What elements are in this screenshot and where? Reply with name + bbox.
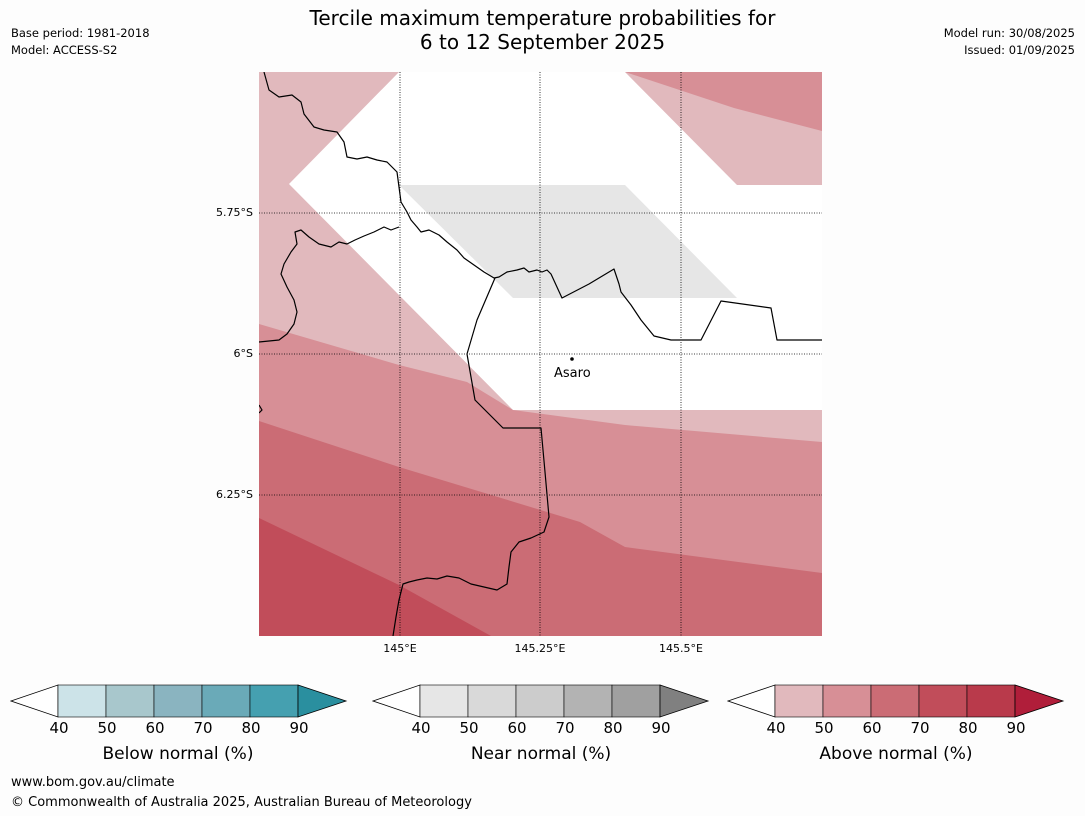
near-normal-colorbar — [372, 684, 710, 718]
above-normal-label: Above normal (%) — [819, 744, 973, 764]
near-tick-60: 60 — [507, 719, 527, 737]
below-tick-40: 40 — [49, 719, 69, 737]
near-tick-80: 80 — [603, 719, 623, 737]
near-colorbar-segment — [611, 684, 661, 718]
above-tick-40: 40 — [766, 719, 786, 737]
above-normal-50-60-region-ne — [625, 72, 822, 131]
near-colorbar-segment — [515, 684, 565, 718]
below-colorbar-segment — [57, 684, 107, 718]
above-normal-colorbar-segments — [727, 684, 1065, 718]
boundary-south — [392, 277, 550, 636]
longitude-label-2: 145.25°E — [514, 642, 566, 655]
footer-url: www.bom.gov.au/climate — [11, 775, 175, 790]
above-normal-70-80-region — [259, 518, 491, 636]
issued-date: Issued: 01/09/2025 — [964, 43, 1075, 57]
province-boundaries — [259, 72, 822, 636]
near-colorbar-segment — [467, 684, 517, 718]
map-gridlines — [259, 72, 822, 636]
longitude-label-3: 145.5°E — [659, 642, 703, 655]
base-period: Base period: 1981-2018 — [11, 26, 150, 40]
below-tick-90: 90 — [289, 719, 309, 737]
below-normal-label: Below normal (%) — [102, 744, 254, 764]
above-colorbar-segment — [966, 684, 1016, 718]
model-run: Model run: 30/08/2025 — [943, 26, 1075, 40]
below-tick-60: 60 — [145, 719, 165, 737]
below-colorbar-segment — [105, 684, 155, 718]
boundary-north — [263, 72, 822, 341]
below-normal-colorbar-segments — [10, 684, 348, 718]
near-tick-70: 70 — [555, 719, 575, 737]
above-colorbar-segment — [774, 684, 824, 718]
above-tick-80: 80 — [958, 719, 978, 737]
above-tick-60: 60 — [862, 719, 882, 737]
near-colorbar-lower-extension — [372, 684, 421, 718]
near-normal-label: Near normal (%) — [470, 744, 612, 764]
longitude-label-1: 145°E — [383, 642, 417, 655]
above-tick-90: 90 — [1006, 719, 1026, 737]
near-tick-40: 40 — [411, 719, 431, 737]
below-colorbar-segment — [153, 684, 203, 718]
forecast-map: Asaro — [259, 72, 822, 636]
boundary-edge — [259, 404, 263, 414]
latitude-label-3: 6.25°S — [216, 488, 253, 501]
asaro-label: Asaro — [554, 366, 591, 381]
below-tick-50: 50 — [97, 719, 117, 737]
metadata-left: Base period: 1981-2018 Model: ACCESS-S2 — [11, 25, 150, 59]
latitude-label-1: 5.75°S — [216, 206, 253, 219]
below-colorbar-upper-extension — [297, 684, 348, 718]
asaro-location-marker — [570, 357, 574, 361]
above-normal-colorbar — [727, 684, 1065, 718]
above-colorbar-upper-extension — [1014, 684, 1065, 718]
near-normal-colorbar-segments — [372, 684, 710, 718]
near-colorbar-segment — [419, 684, 469, 718]
below-normal-colorbar — [10, 684, 348, 718]
below-tick-70: 70 — [193, 719, 213, 737]
above-colorbar-lower-extension — [727, 684, 776, 718]
near-colorbar-upper-extension — [659, 684, 710, 718]
above-tick-50: 50 — [814, 719, 834, 737]
above-tick-70: 70 — [910, 719, 930, 737]
model-name: Model: ACCESS-S2 — [11, 43, 118, 57]
below-tick-80: 80 — [241, 719, 261, 737]
footer-copyright: © Commonwealth of Australia 2025, Austra… — [11, 795, 472, 810]
boundary-west — [259, 226, 400, 343]
title-line-2: 6 to 12 September 2025 — [419, 30, 666, 54]
near-tick-90: 90 — [651, 719, 671, 737]
metadata-right: Model run: 30/08/2025 Issued: 01/09/2025 — [944, 25, 1075, 59]
above-colorbar-segment — [918, 684, 968, 718]
near-colorbar-segment — [563, 684, 613, 718]
below-colorbar-segment — [201, 684, 251, 718]
above-colorbar-segment — [822, 684, 872, 718]
title-line-1: Tercile maximum temperature probabilitie… — [309, 6, 776, 30]
chart-title: Tercile maximum temperature probabilitie… — [0, 6, 1085, 54]
latitude-label-2: 6°S — [233, 347, 253, 360]
below-colorbar-segment — [249, 684, 299, 718]
near-tick-50: 50 — [459, 719, 479, 737]
below-colorbar-lower-extension — [10, 684, 59, 718]
above-colorbar-segment — [870, 684, 920, 718]
